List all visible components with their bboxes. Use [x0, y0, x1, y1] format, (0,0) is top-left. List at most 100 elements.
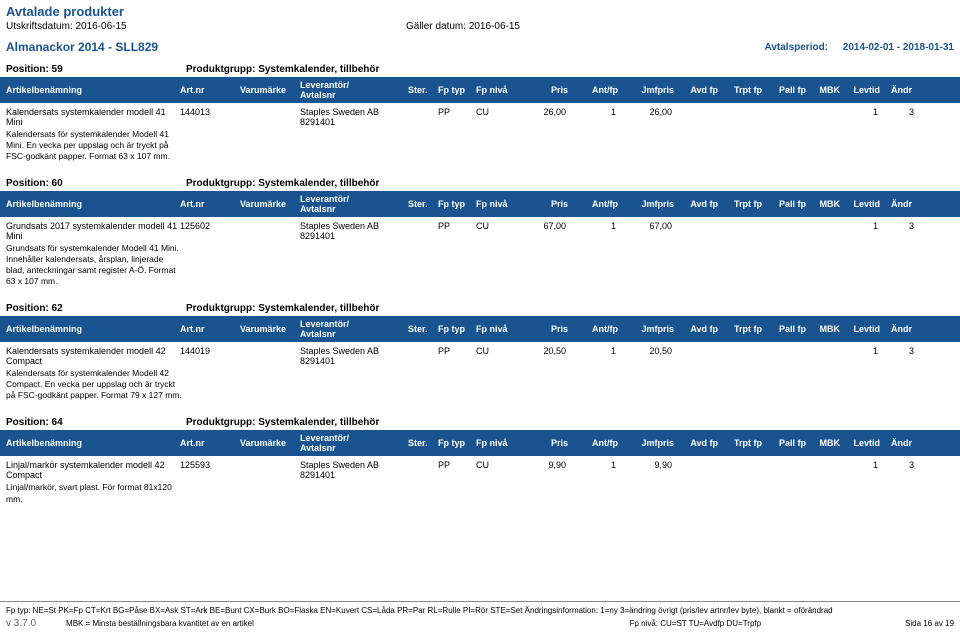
col-andr: Ändr	[880, 438, 916, 448]
col-lev: Leverantör/Avtalsnr	[300, 433, 408, 453]
col-avdfp: Avd fp	[674, 324, 718, 334]
position-label: Position: 64	[6, 417, 186, 428]
cell-fptyp: PP	[438, 107, 476, 117]
cell-lev: Staples Sweden AB8291401	[300, 107, 408, 127]
table-row: Kalendersats systemkalender modell 42 Co…	[0, 342, 960, 368]
col-avdfp: Avd fp	[674, 438, 718, 448]
cell-levtid: 1	[840, 460, 880, 470]
cell-andr: 3	[880, 107, 916, 117]
cell-name: Kalendersats systemkalender modell 42 Co…	[4, 346, 180, 366]
product-group: Produktgrupp: Systemkalender, tillbehör	[186, 303, 379, 314]
footer-version: v 3.7.0	[6, 618, 36, 629]
col-name: Artikelbenämning	[4, 324, 180, 334]
cell-artnr: 144013	[180, 107, 240, 117]
col-pallfp: Pall fp	[762, 324, 806, 334]
col-pris: Pris	[518, 85, 568, 95]
col-trptfp: Trpt fp	[718, 85, 762, 95]
cell-jmfpris: 67,00	[618, 221, 674, 231]
col-levtid: Levtid	[840, 85, 880, 95]
cell-pris: 26,00	[518, 107, 568, 117]
print-date: 2016-06-15	[75, 21, 126, 32]
section-title: Almanackor 2014 - SLL829	[6, 40, 158, 54]
product-group: Produktgrupp: Systemkalender, tillbehör	[186, 64, 379, 75]
col-artnr: Art.nr	[180, 324, 240, 334]
table-row: Grundsats 2017 systemkalender modell 41 …	[0, 217, 960, 243]
cell-jmfpris: 20,50	[618, 346, 674, 356]
col-fpniva: Fp nivå	[476, 324, 518, 334]
cell-artnr: 144019	[180, 346, 240, 356]
cell-andr: 3	[880, 221, 916, 231]
col-fpniva: Fp nivå	[476, 199, 518, 209]
position-label: Position: 59	[6, 64, 186, 75]
row-description: Kalendersats för systemkalender Modell 4…	[0, 368, 190, 407]
cell-name: Linjal/markör systemkalender modell 42 C…	[4, 460, 180, 480]
col-artnr: Art.nr	[180, 438, 240, 448]
valid-date-label: Gäller datum:	[406, 21, 466, 32]
table-header: ArtikelbenämningArt.nrVarumärkeLeverantö…	[0, 316, 960, 342]
col-antfp: Ant/fp	[568, 324, 618, 334]
col-mbk: MBK	[806, 438, 840, 448]
position-block: Position: 59Produktgrupp: Systemkalender…	[0, 58, 960, 168]
product-group: Produktgrupp: Systemkalender, tillbehör	[186, 178, 379, 189]
col-mbk: MBK	[806, 85, 840, 95]
row-description: Linjal/markör, svart plast. För format 8…	[0, 482, 190, 510]
cell-lev: Staples Sweden AB8291401	[300, 221, 408, 241]
valid-date: 2016-06-15	[469, 21, 520, 32]
cell-andr: 3	[880, 346, 916, 356]
col-antfp: Ant/fp	[568, 85, 618, 95]
col-ster: Ster.	[408, 324, 438, 334]
col-fptyp: Fp typ	[438, 199, 476, 209]
cell-antfp: 1	[568, 107, 618, 117]
col-avdfp: Avd fp	[674, 85, 718, 95]
col-andr: Ändr	[880, 199, 916, 209]
table-header: ArtikelbenämningArt.nrVarumärkeLeverantö…	[0, 191, 960, 217]
table-header: ArtikelbenämningArt.nrVarumärkeLeverantö…	[0, 430, 960, 456]
cell-andr: 3	[880, 460, 916, 470]
col-jmfpris: Jmfpris	[618, 438, 674, 448]
col-artnr: Art.nr	[180, 199, 240, 209]
position-label: Position: 60	[6, 178, 186, 189]
cell-fptyp: PP	[438, 346, 476, 356]
col-andr: Ändr	[880, 85, 916, 95]
dates-row: Utskriftsdatum: 2016-06-15 Gäller datum:…	[0, 21, 960, 36]
position-block: Position: 62Produktgrupp: Systemkalender…	[0, 297, 960, 407]
col-fptyp: Fp typ	[438, 438, 476, 448]
col-jmfpris: Jmfpris	[618, 324, 674, 334]
cell-jmfpris: 9,90	[618, 460, 674, 470]
col-avdfp: Avd fp	[674, 199, 718, 209]
cell-fpniva: CU	[476, 460, 518, 470]
col-artnr: Art.nr	[180, 85, 240, 95]
row-description: Grundsats för systemkalender Modell 41 M…	[0, 243, 190, 293]
col-name: Artikelbenämning	[4, 85, 180, 95]
product-group: Produktgrupp: Systemkalender, tillbehör	[186, 417, 379, 428]
col-ster: Ster.	[408, 199, 438, 209]
footer-legend: Fp typ: NE=St PK=Fp CT=Krt BG=Påse BX=As…	[6, 606, 954, 615]
col-lev: Leverantör/Avtalsnr	[300, 319, 408, 339]
cell-fpniva: CU	[476, 221, 518, 231]
col-fptyp: Fp typ	[438, 324, 476, 334]
col-varumarke: Varumärke	[240, 324, 300, 334]
footer-mbk: MBK = Minsta beställningsbara kvantitet …	[36, 619, 486, 628]
cell-pris: 67,00	[518, 221, 568, 231]
col-jmfpris: Jmfpris	[618, 199, 674, 209]
col-ster: Ster.	[408, 438, 438, 448]
col-varumarke: Varumärke	[240, 438, 300, 448]
col-pallfp: Pall fp	[762, 199, 806, 209]
col-levtid: Levtid	[840, 324, 880, 334]
cell-name: Kalendersats systemkalender modell 41 Mi…	[4, 107, 180, 127]
page-title: Avtalade produkter	[0, 0, 960, 21]
cell-levtid: 1	[840, 346, 880, 356]
period-value: 2014-02-01 - 2018-01-31	[843, 42, 954, 53]
col-antfp: Ant/fp	[568, 438, 618, 448]
col-andr: Ändr	[880, 324, 916, 334]
table-row: Kalendersats systemkalender modell 41 Mi…	[0, 103, 960, 129]
print-date-label: Utskriftsdatum:	[6, 21, 73, 32]
col-pris: Pris	[518, 324, 568, 334]
col-name: Artikelbenämning	[4, 438, 180, 448]
period-label: Avtalsperiod:	[764, 42, 828, 53]
col-pris: Pris	[518, 438, 568, 448]
cell-name: Grundsats 2017 systemkalender modell 41 …	[4, 221, 180, 241]
table-row: Linjal/markör systemkalender modell 42 C…	[0, 456, 960, 482]
footer: Fp typ: NE=St PK=Fp CT=Krt BG=Påse BX=As…	[0, 601, 960, 633]
col-fptyp: Fp typ	[438, 85, 476, 95]
